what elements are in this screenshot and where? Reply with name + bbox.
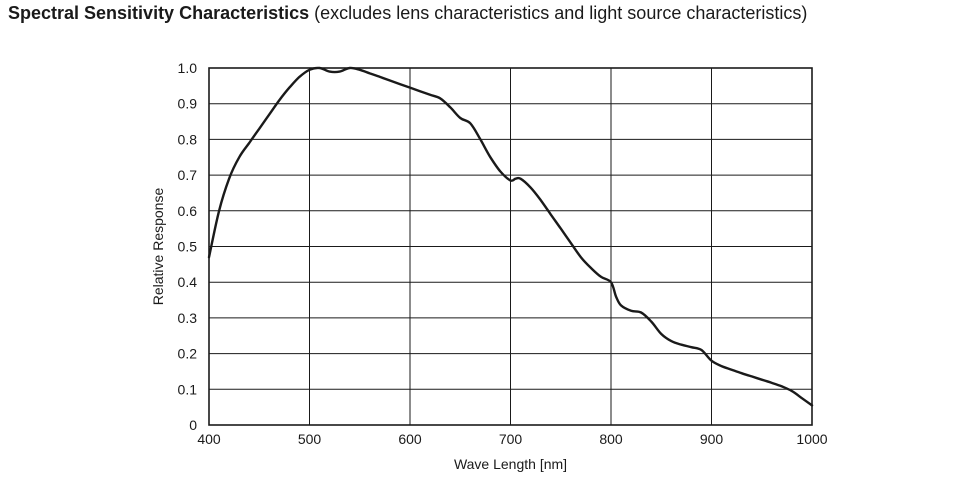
y-tick-label: 0.8 — [178, 131, 198, 147]
x-tick-label: 400 — [197, 431, 221, 447]
x-tick-label: 600 — [398, 431, 422, 447]
y-tick-label: 1.0 — [178, 60, 198, 76]
y-tick-label: 0.1 — [178, 381, 198, 397]
x-tick-label: 700 — [499, 431, 523, 447]
chart-grid — [208, 67, 813, 426]
y-axis-label: Relative Response — [150, 188, 166, 306]
plot-frame — [208, 67, 813, 426]
y-tick-label: 0.3 — [178, 310, 198, 326]
x-tick-label: 800 — [599, 431, 623, 447]
x-axis-ticks: 400 500 600 700 800 900 1000 — [197, 431, 827, 447]
chart-title-main: Spectral Sensitivity Characteristics — [8, 3, 310, 23]
y-tick-label: 0.7 — [178, 167, 198, 183]
y-tick-label: 0.4 — [178, 274, 198, 290]
y-tick-label: 0.9 — [178, 96, 198, 112]
x-tick-label: 1000 — [796, 431, 827, 447]
chart-title: Spectral Sensitivity Characteristics (ex… — [8, 3, 807, 24]
x-axis-label: Wave Length [nm] — [454, 456, 567, 472]
y-tick-label: 0.6 — [178, 203, 198, 219]
x-tick-label: 500 — [298, 431, 322, 447]
chart-title-note: (excludes lens characteristics and light… — [314, 3, 808, 23]
y-tick-label: 0 — [189, 417, 197, 433]
y-tick-label: 0.5 — [178, 239, 198, 255]
x-tick-label: 900 — [700, 431, 724, 447]
y-tick-label: 0.2 — [178, 346, 198, 362]
y-axis-ticks: 0 0.1 0.2 0.3 0.4 0.5 0.6 0.7 0.8 0.9 1.0 — [178, 60, 198, 433]
